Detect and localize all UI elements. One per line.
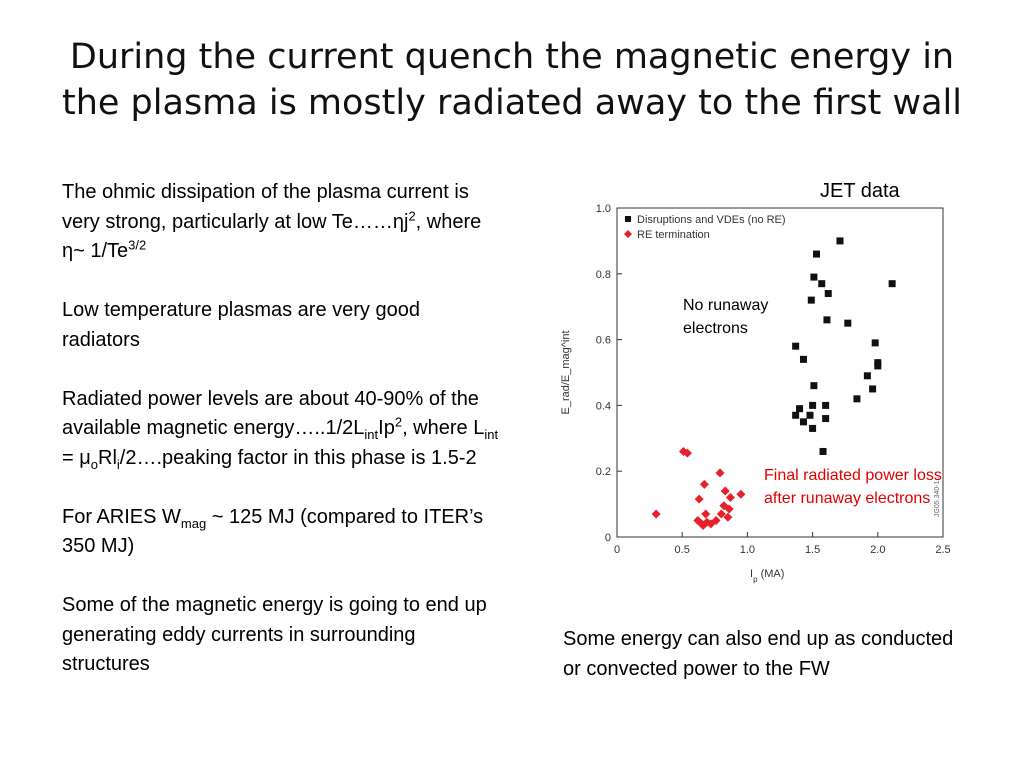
data-point-re	[693, 516, 703, 526]
y-tick-label: 1.0	[596, 203, 611, 215]
data-point-no-re	[869, 385, 877, 393]
data-point-no-re	[810, 382, 818, 390]
data-point-no-re	[818, 280, 826, 288]
bottom-note: Some energy can also end up as conducted…	[563, 628, 954, 680]
data-point-re	[706, 519, 716, 529]
legend-label: RE termination	[637, 229, 710, 241]
data-point-re	[720, 486, 730, 496]
data-point-no-re	[813, 250, 821, 258]
data-point-no-re	[888, 280, 896, 288]
data-point-re	[736, 489, 746, 499]
data-point-no-re	[809, 401, 817, 409]
data-point-no-re	[871, 339, 879, 347]
legend-label: Disruptions and VDEs (no RE)	[637, 214, 786, 226]
legend-marker-square	[625, 216, 631, 222]
paragraph-radiated-power: Radiated power levels are about 40-90% o…	[62, 387, 499, 472]
y-tick-label: 0.6	[596, 335, 611, 347]
x-axis-label: Ip (MA)	[750, 568, 784, 584]
y-tick-label: 0	[605, 532, 611, 544]
data-point-no-re	[792, 342, 800, 350]
data-point-no-re	[824, 290, 832, 298]
y-tick-label: 0.4	[596, 400, 611, 412]
data-point-no-re	[823, 316, 831, 324]
x-tick-label: 2.0	[870, 544, 885, 556]
y-tick-label: 0.2	[596, 466, 611, 478]
paragraph-aries: For ARIES Wmag ~ 125 MJ (compared to ITE…	[62, 505, 484, 558]
data-point-re	[701, 509, 711, 519]
title-line-2: the plasma is mostly radiated away to th…	[61, 83, 963, 123]
data-point-no-re	[799, 355, 807, 363]
title-line-1: During the current quench the magnetic e…	[69, 37, 955, 77]
paragraph-ohmic: The ohmic dissipation of the plasma curr…	[62, 181, 482, 262]
plot-frame	[616, 207, 944, 538]
data-point-re	[698, 520, 708, 530]
data-point-no-re	[807, 296, 815, 304]
data-point-no-re	[809, 424, 817, 432]
annotation-no-runaway: No runaway electrons	[683, 297, 769, 337]
data-point-re	[723, 512, 733, 522]
data-point-no-re	[822, 415, 830, 423]
jet-data-label: JET data	[820, 180, 900, 202]
data-point-re	[715, 468, 725, 478]
x-tick-label: 2.5	[935, 544, 950, 556]
data-point-no-re	[836, 237, 844, 245]
data-point-no-re	[799, 418, 807, 426]
x-tick-label: 1.0	[740, 544, 755, 556]
data-point-no-re	[792, 411, 800, 419]
data-point-no-re	[806, 411, 814, 419]
data-point-no-re	[810, 273, 818, 281]
data-point-no-re	[796, 405, 804, 413]
y-tick-label: 0.8	[596, 269, 611, 281]
data-point-re	[699, 479, 709, 489]
scatter-chart: 0 0.5 1.0 1.5 2.0 2.5 0 0.2 0.4 0.6 0.8 1.0 Ip (MA) E…	[560, 203, 951, 584]
figure-id-label: JG05.340-1c	[934, 476, 941, 517]
annotation-runaway: Final radiated power loss after runaway …	[764, 467, 942, 507]
data-point-no-re	[844, 319, 852, 327]
data-point-re	[682, 448, 692, 458]
paragraph-radiators: Low temperature plasmas are very good ra…	[62, 299, 420, 351]
data-point-no-re	[863, 372, 871, 380]
data-point-no-re	[819, 447, 827, 455]
paragraph-eddy-currents: Some of the magnetic energy is going to …	[62, 594, 487, 675]
x-tick-label: 1.5	[805, 544, 820, 556]
data-point-re	[651, 509, 661, 519]
slide-title: During the current quench the magnetic e…	[20, 34, 1004, 126]
data-point-re	[716, 509, 726, 519]
data-point-re	[694, 494, 704, 504]
legend-marker-diamond	[624, 230, 632, 238]
data-point-re	[725, 493, 735, 503]
x-tick-label: 0	[614, 544, 620, 556]
y-axis-label: E_rad/E_mag^int	[560, 330, 572, 414]
left-text-column: The ohmic dissipation of the plasma curr…	[62, 178, 502, 680]
data-point-no-re	[874, 362, 882, 370]
data-point-re	[679, 446, 689, 456]
data-point-no-re	[853, 395, 861, 403]
data-point-no-re	[822, 401, 830, 409]
data-point-re	[724, 504, 734, 514]
x-tick-label: 0.5	[675, 544, 690, 556]
